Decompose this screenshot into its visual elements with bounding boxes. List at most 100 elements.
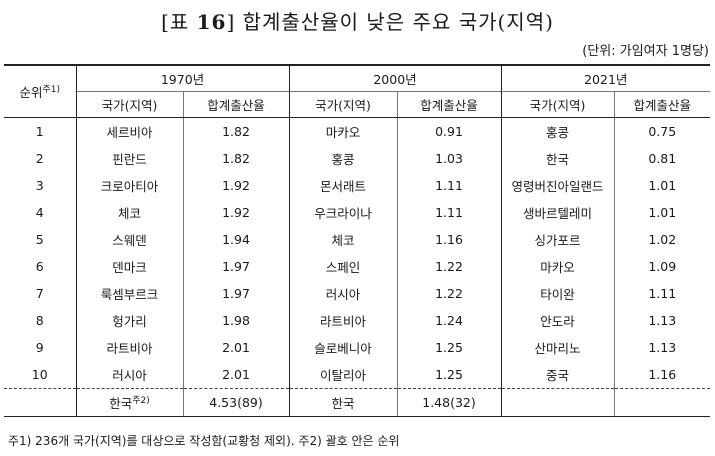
country-cell-2000: 이탈리아 <box>288 361 397 389</box>
country-col-header: 국가(지역) <box>288 91 397 118</box>
table-row: 8 헝가리 1.98 라트비아 1.24 안도라 1.13 <box>4 307 710 334</box>
korea-rank-cell <box>4 388 76 417</box>
table-row: 7 룩셈부르크 1.97 러시아 1.22 타이완 1.11 <box>4 280 710 307</box>
table-title: [표 16] 합계출산율이 낮은 주요 국가(지역) <box>0 6 715 35</box>
fertility-table: 순위주1) 1970년 2000년 2021년 국가(지역) 합계출산율 국가(… <box>4 64 710 417</box>
table-row: 5 스웨덴 1.94 체코 1.16 싱가포르 1.02 <box>4 226 710 253</box>
tfr-cell-2000: 1.22 <box>396 253 501 280</box>
korea-tfr-1970: 4.53(89) <box>182 388 289 417</box>
table-row: 3 크로아티아 1.92 몬서래트 1.11 영령버진아일랜드 1.01 <box>4 172 710 199</box>
country-cell-2000: 스페인 <box>288 253 397 280</box>
country-cell-1970: 세르비아 <box>75 117 183 145</box>
table-row: 6 덴마크 1.97 스페인 1.22 마카오 1.09 <box>4 253 710 280</box>
country-cell-2000: 우크라이나 <box>288 199 397 226</box>
table-row: 1 세르비아 1.82 마카오 0.91 홍콩 0.75 <box>4 117 710 145</box>
country-cell-2000: 홍콩 <box>288 145 397 172</box>
rank-cell: 8 <box>35 313 44 328</box>
country-cell-2021: 생바르텔레미 <box>500 199 614 226</box>
tfr-cell-2021: 1.13 <box>613 334 710 361</box>
tfr-cell-2021: 1.16 <box>613 361 710 389</box>
rank-cell: 6 <box>35 259 44 274</box>
tfr-cell-2021: 1.11 <box>613 280 710 307</box>
country-cell-2021: 안도라 <box>500 307 614 334</box>
country-cell-2000: 슬로베니아 <box>288 334 397 361</box>
tfr-cell-2000: 1.24 <box>396 307 501 334</box>
title-text: ] 합계출산율이 낮은 주요 국가(지역) <box>226 10 554 34</box>
tfr-cell-2021: 0.75 <box>613 117 710 145</box>
country-cell-1970: 스웨덴 <box>75 226 183 253</box>
country-col-header: 국가(지역) <box>500 91 614 118</box>
tfr-cell-1970: 2.01 <box>182 334 289 361</box>
year-header-2000: 2000년 <box>288 64 501 92</box>
tfr-cell-2021: 1.02 <box>613 226 710 253</box>
tfr-cell-1970: 1.92 <box>182 172 289 199</box>
title-number: 16 <box>196 10 227 34</box>
rank-cell: 7 <box>35 286 44 301</box>
korea-country-1970: 한국주2) <box>75 388 183 417</box>
footnote: 주1) 236개 국가(지역)를 대상으로 작성함(교황청 제외). 주2) 괄… <box>8 434 400 448</box>
table-row: 10 러시아 2.01 이탈리아 1.25 중국 1.16 <box>4 361 710 389</box>
tfr-cell-1970: 1.97 <box>182 280 289 307</box>
tfr-cell-2000: 1.16 <box>396 226 501 253</box>
rank-cell: 2 <box>35 151 44 166</box>
korea-tfr-2000: 1.48(32) <box>396 388 501 417</box>
tfr-cell-2000: 1.03 <box>396 145 501 172</box>
country-cell-2021: 싱가포르 <box>500 226 614 253</box>
tfr-cell-1970: 1.98 <box>182 307 289 334</box>
country-cell-2000: 라트비아 <box>288 307 397 334</box>
country-cell-1970: 덴마크 <box>75 253 183 280</box>
country-cell-2000: 체코 <box>288 226 397 253</box>
country-cell-2021: 마카오 <box>500 253 614 280</box>
country-cell-2000: 러시아 <box>288 280 397 307</box>
tfr-col-header: 합계출산율 <box>613 91 710 118</box>
tfr-cell-2021: 0.81 <box>613 145 710 172</box>
tfr-cell-2000: 0.91 <box>396 117 501 145</box>
country-cell-2021: 홍콩 <box>500 117 614 145</box>
korea-country-1970-label: 한국 <box>109 396 133 412</box>
rank-cell: 10 <box>31 367 48 382</box>
country-cell-2021: 한국 <box>500 145 614 172</box>
country-col-header: 국가(지역) <box>75 91 183 118</box>
tfr-cell-1970: 1.82 <box>182 117 289 145</box>
rank-cell: 3 <box>35 178 44 193</box>
country-cell-1970: 체코 <box>75 199 183 226</box>
country-cell-2021: 중국 <box>500 361 614 389</box>
korea-note: 주2) <box>132 395 150 406</box>
tfr-cell-2000: 1.22 <box>396 280 501 307</box>
table-row: 9 라트비아 2.01 슬로베니아 1.25 산마리노 1.13 <box>4 334 710 361</box>
country-cell-1970: 크로아티아 <box>75 172 183 199</box>
country-cell-2021: 영령버진아일랜드 <box>500 172 614 199</box>
tfr-cell-1970: 1.94 <box>182 226 289 253</box>
table-row: 2 핀란드 1.82 홍콩 1.03 한국 0.81 <box>4 145 710 172</box>
rank-cell: 1 <box>35 124 44 139</box>
rank-header-note: 주1) <box>42 84 61 95</box>
tfr-cell-2021: 1.01 <box>613 199 710 226</box>
country-cell-2000: 마카오 <box>288 117 397 145</box>
korea-country-2021 <box>500 388 614 417</box>
tfr-cell-1970: 1.92 <box>182 199 289 226</box>
tfr-cell-2000: 1.11 <box>396 172 501 199</box>
tfr-col-header: 합계출산율 <box>182 91 289 118</box>
country-cell-1970: 룩셈부르크 <box>75 280 183 307</box>
tfr-cell-2000: 1.25 <box>396 334 501 361</box>
korea-row: 한국주2) 4.53(89) 한국 1.48(32) <box>4 388 710 417</box>
tfr-cell-1970: 1.97 <box>182 253 289 280</box>
country-cell-2021: 산마리노 <box>500 334 614 361</box>
tfr-cell-2000: 1.11 <box>396 199 501 226</box>
tfr-cell-1970: 2.01 <box>182 361 289 389</box>
country-cell-2000: 몬서래트 <box>288 172 397 199</box>
tfr-cell-2021: 1.01 <box>613 172 710 199</box>
year-header-1970: 1970년 <box>75 64 289 92</box>
country-cell-1970: 라트비아 <box>75 334 183 361</box>
tfr-col-header: 합계출산율 <box>396 91 501 118</box>
tfr-cell-1970: 1.82 <box>182 145 289 172</box>
title-prefix: [표 <box>161 10 197 34</box>
country-cell-1970: 헝가리 <box>75 307 183 334</box>
rank-cell: 5 <box>35 232 44 247</box>
table-row: 4 체코 1.92 우크라이나 1.11 생바르텔레미 1.01 <box>4 199 710 226</box>
rank-header-label: 순위 <box>19 85 43 101</box>
country-cell-2021: 타이완 <box>500 280 614 307</box>
tfr-cell-2000: 1.25 <box>396 361 501 389</box>
country-cell-1970: 핀란드 <box>75 145 183 172</box>
country-cell-1970: 러시아 <box>75 361 183 389</box>
